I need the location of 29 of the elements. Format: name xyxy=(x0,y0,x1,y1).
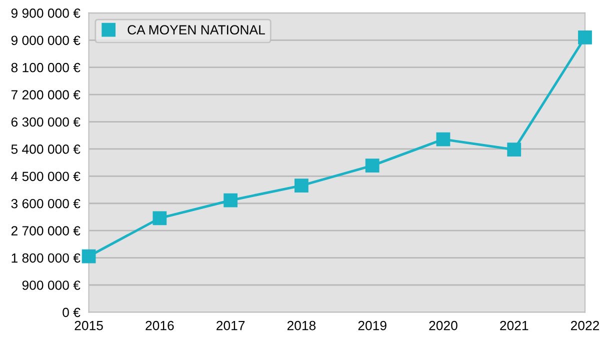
x-tick-label: 2018 xyxy=(287,320,316,330)
point xyxy=(436,132,450,146)
point xyxy=(294,178,308,192)
y-tick-label: 3 600 000 € xyxy=(11,198,80,208)
y-tick-label: 4 500 000 € xyxy=(11,172,80,182)
y-tick-label: 0 € xyxy=(62,308,80,318)
point xyxy=(365,158,380,173)
y-tick-label: 7 200 000 € xyxy=(11,90,80,100)
point xyxy=(578,30,592,44)
x-tick-label: 2022 xyxy=(570,320,600,330)
point xyxy=(507,142,522,157)
y-tick-label: 900 000 € xyxy=(22,280,80,290)
point xyxy=(82,249,96,264)
x-tick-label: 2019 xyxy=(358,320,386,330)
y-tick-label: 5 400 000 € xyxy=(11,144,80,154)
x-tick-label: 2016 xyxy=(146,320,174,330)
legend-label: CA MOYEN NATIONAL xyxy=(128,25,265,35)
x-tick-label: 2020 xyxy=(429,320,458,330)
y-tick-label: 1 800 000 € xyxy=(12,253,80,263)
y-tick-label: 2 700 000 € xyxy=(11,226,80,236)
x-tick-label: 2015 xyxy=(74,320,103,330)
y-tick-label: 9 000 000 € xyxy=(11,36,80,46)
y-tick-label: 6 300 000 € xyxy=(11,117,80,127)
y-tick-label: 8 100 000 € xyxy=(11,62,80,72)
point xyxy=(224,193,238,208)
x-tick-label: 2017 xyxy=(216,320,245,330)
y-tick-label: 9 900 000 € xyxy=(11,8,80,18)
x-tick-label: 2021 xyxy=(500,320,528,330)
point xyxy=(152,211,167,226)
